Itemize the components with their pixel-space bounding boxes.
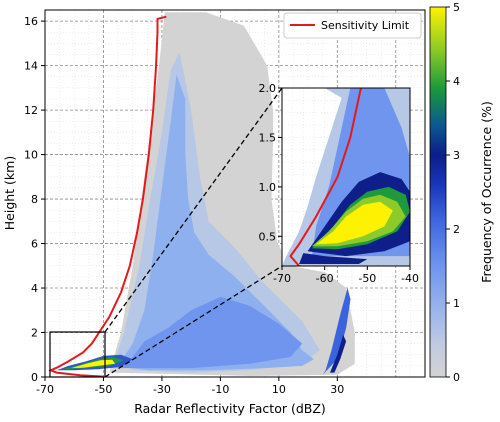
x-axis-label: Radar Reflectivity Factor (dBZ) bbox=[134, 401, 326, 416]
y-tick-label: 14 bbox=[24, 60, 38, 73]
inset-x-tick-label: -40 bbox=[401, 272, 419, 285]
inset-plot: -70 -60 -50 -40 0.5 1.0 1.5 2.0 bbox=[259, 82, 419, 285]
inset-y-tick-label: 2.0 bbox=[259, 82, 277, 95]
y-tick-label: 6 bbox=[31, 238, 38, 251]
heatmap-region-rain-band bbox=[322, 288, 351, 375]
colorbar-label: Frequency of Occurrence (%) bbox=[479, 101, 494, 283]
colorbar: 0 1 2 3 4 5 Frequency of Occurrence (%) bbox=[429, 1, 494, 384]
heatmap-region-mid-high bbox=[121, 296, 303, 369]
colorbar-gradient bbox=[429, 6, 447, 378]
colorbar-tick-label: 1 bbox=[453, 297, 460, 310]
legend-label-sensitivity-limit: Sensitivity Limit bbox=[321, 19, 410, 32]
sensitivity-limit-line bbox=[48, 15, 167, 378]
main-axis-ticks: -70 -50 -30 -10 10 30 0 2 4 6 8 10 12 14 16 bbox=[24, 15, 344, 396]
y-axis-label: Height (km) bbox=[2, 156, 17, 230]
inset-y-tick-label: 1.5 bbox=[259, 131, 277, 144]
plot-frame bbox=[44, 9, 426, 378]
legend: Sensitivity Limit bbox=[283, 12, 422, 39]
inset-y-tick-label: 1.0 bbox=[259, 181, 277, 194]
x-tick-label: 10 bbox=[272, 383, 286, 396]
main-heatmap bbox=[56, 12, 355, 376]
y-tick-label: 2 bbox=[31, 327, 38, 340]
inset-axis-ticks: -70 -60 -50 -40 0.5 1.0 1.5 2.0 bbox=[259, 82, 419, 285]
zoom-connector-lower bbox=[104, 265, 283, 378]
zoom-box bbox=[49, 331, 106, 378]
colorbar-ticks: 0 1 2 3 4 5 bbox=[446, 1, 460, 384]
inset-frame bbox=[281, 87, 411, 267]
x-tick-label: -70 bbox=[36, 383, 54, 396]
heatmap-region-low-cloud-peak bbox=[71, 359, 116, 369]
legend-box bbox=[283, 12, 422, 39]
y-tick-label: 4 bbox=[31, 282, 38, 295]
colorbar-tick-label: 4 bbox=[453, 75, 460, 88]
heatmap-region-rain-core bbox=[330, 334, 347, 373]
colorbar-tick-label: 5 bbox=[453, 1, 460, 14]
inset-x-tick-label: -70 bbox=[273, 272, 291, 285]
colorbar-tick-label: 0 bbox=[453, 371, 460, 384]
inset-region-floor bbox=[299, 253, 368, 264]
y-tick-label: 12 bbox=[24, 104, 38, 117]
x-tick-label: -10 bbox=[211, 383, 229, 396]
x-tick-label: 30 bbox=[330, 383, 344, 396]
colorbar-tick-label: 3 bbox=[453, 149, 460, 162]
inset-y-tick-label: 0.5 bbox=[259, 230, 277, 243]
y-tick-label: 16 bbox=[24, 15, 38, 28]
zoom-connector-upper bbox=[104, 87, 283, 333]
y-tick-label: 8 bbox=[31, 193, 38, 206]
x-tick-label: -50 bbox=[94, 383, 112, 396]
inset-region-peak bbox=[316, 201, 393, 245]
heatmap-region-mid bbox=[118, 74, 314, 371]
inset-x-tick-label: -60 bbox=[316, 272, 334, 285]
x-tick-label: -30 bbox=[153, 383, 171, 396]
inset-x-tick-label: -50 bbox=[358, 272, 376, 285]
inset-sensitivity-limit-line bbox=[289, 88, 362, 266]
y-tick-label: 0 bbox=[31, 371, 38, 384]
colorbar-tick-label: 2 bbox=[453, 223, 460, 236]
y-tick-label: 10 bbox=[24, 149, 38, 162]
